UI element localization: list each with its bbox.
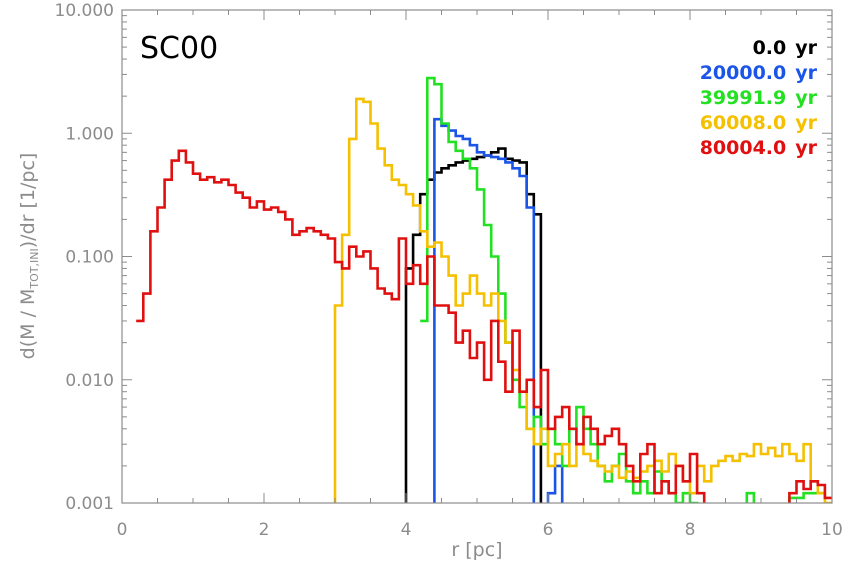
y-tick-label: 0.010: [65, 371, 114, 391]
legend-unit: yr: [795, 62, 817, 84]
ticks-layer: 0 2 4 6 8 10 0.001 0.010 0.100 1.000 10.000: [55, 1, 843, 540]
x-tick-label: 2: [259, 520, 270, 540]
series-line-4: [136, 149, 832, 503]
series-line-1: [433, 117, 564, 503]
panel-title: SC00: [140, 31, 218, 66]
legend-entry: 20000.0 yr: [700, 62, 818, 84]
legend-entry: 80004.0 yr: [700, 137, 818, 159]
series-layer: [136, 76, 832, 503]
x-tick-label: 6: [543, 520, 554, 540]
legend-entry: 39991.9 yr: [700, 87, 818, 109]
legend-series-name: 80004.0: [700, 137, 787, 159]
y-tick-label: 10.000: [55, 1, 114, 21]
legend-series-name: 60008.0: [700, 112, 787, 134]
y-axis-title-pre: d(M / M: [17, 289, 39, 360]
legend-unit: yr: [795, 137, 817, 159]
legend-unit: yr: [795, 37, 817, 59]
y-tick-label: 0.100: [65, 248, 114, 268]
legend-unit: yr: [795, 112, 817, 134]
legend-entry: 0.0 yr: [753, 37, 818, 59]
x-tick-label: 8: [685, 520, 696, 540]
y-axis-title-post: )/dr [1/pc]: [17, 153, 39, 249]
legend: 0.0 yr 20000.0 yr 39991.9 yr 60008.0 yr 80004.0 y…: [700, 37, 818, 159]
legend-unit: yr: [795, 87, 817, 109]
y-axis-title-sub: TOT,INI: [28, 248, 41, 289]
legend-series-name: 39991.9: [700, 87, 787, 109]
legend-entry: 60008.0 yr: [700, 112, 818, 134]
series-line-2: [420, 76, 825, 503]
x-tick-label: 4: [401, 520, 412, 540]
x-axis-title: r [pc]: [451, 539, 502, 561]
legend-series-name: 0.0: [753, 37, 787, 59]
x-tick-label: 0: [117, 520, 128, 540]
legend-series-name: 20000.0: [700, 62, 787, 84]
y-tick-label: 1.000: [65, 124, 114, 144]
y-axis-title: d(M / MTOT,INI)/dr [1/pc]: [17, 153, 41, 360]
x-tick-label: 10: [821, 520, 843, 540]
y-tick-label: 0.001: [65, 494, 114, 514]
